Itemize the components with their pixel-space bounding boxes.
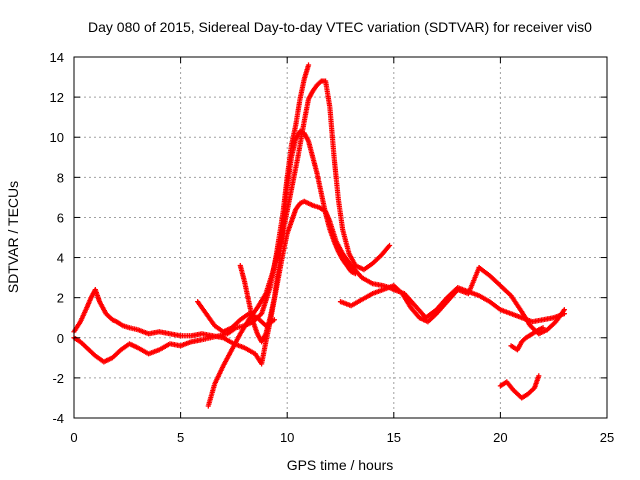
x-tick-label: 5 bbox=[177, 430, 184, 445]
data-point bbox=[561, 307, 567, 313]
data-point bbox=[305, 62, 312, 68]
x-tick-label: 0 bbox=[70, 430, 77, 445]
chart-title: Day 080 of 2015, Sidereal Day-to-day VTE… bbox=[88, 19, 592, 35]
series-4 bbox=[195, 299, 278, 335]
data-point bbox=[317, 79, 323, 85]
y-tick-label: 0 bbox=[57, 331, 64, 346]
x-tick-label: 25 bbox=[600, 430, 614, 445]
y-tick-label: 10 bbox=[50, 130, 64, 145]
series-2 bbox=[205, 78, 393, 409]
y-tick-label: 2 bbox=[57, 291, 64, 306]
data-point bbox=[386, 242, 393, 249]
series-6 bbox=[476, 264, 567, 337]
tick-layer: 0 5 10 15 20 25 -4 -2 0 2 4 6 8 10 12 14 bbox=[50, 50, 615, 445]
y-tick-label: 4 bbox=[57, 251, 64, 266]
y-tick-label: -4 bbox=[52, 411, 64, 426]
data-point bbox=[540, 325, 546, 331]
series-7 bbox=[508, 325, 546, 353]
y-tick-label: -2 bbox=[52, 371, 64, 386]
x-axis-label: GPS time / hours bbox=[287, 457, 394, 473]
data-point bbox=[536, 373, 542, 379]
x-tick-label: 20 bbox=[493, 430, 507, 445]
y-tick-label: 14 bbox=[50, 50, 64, 65]
y-tick-label: 6 bbox=[57, 210, 64, 225]
data-point bbox=[271, 317, 278, 323]
x-tick-label: 15 bbox=[387, 430, 401, 445]
series-8 bbox=[497, 373, 542, 401]
grid-layer bbox=[74, 57, 607, 418]
y-axis-label: SDTVAR / TECUs bbox=[5, 181, 21, 293]
series-3 bbox=[237, 128, 359, 345]
x-tick-label: 10 bbox=[280, 430, 294, 445]
data-layer bbox=[71, 62, 567, 409]
y-tick-label: 8 bbox=[57, 170, 64, 185]
plot-frame bbox=[73, 56, 608, 419]
series-0 bbox=[71, 198, 567, 367]
data-point bbox=[352, 271, 359, 277]
y-tick-label: 12 bbox=[50, 90, 64, 105]
